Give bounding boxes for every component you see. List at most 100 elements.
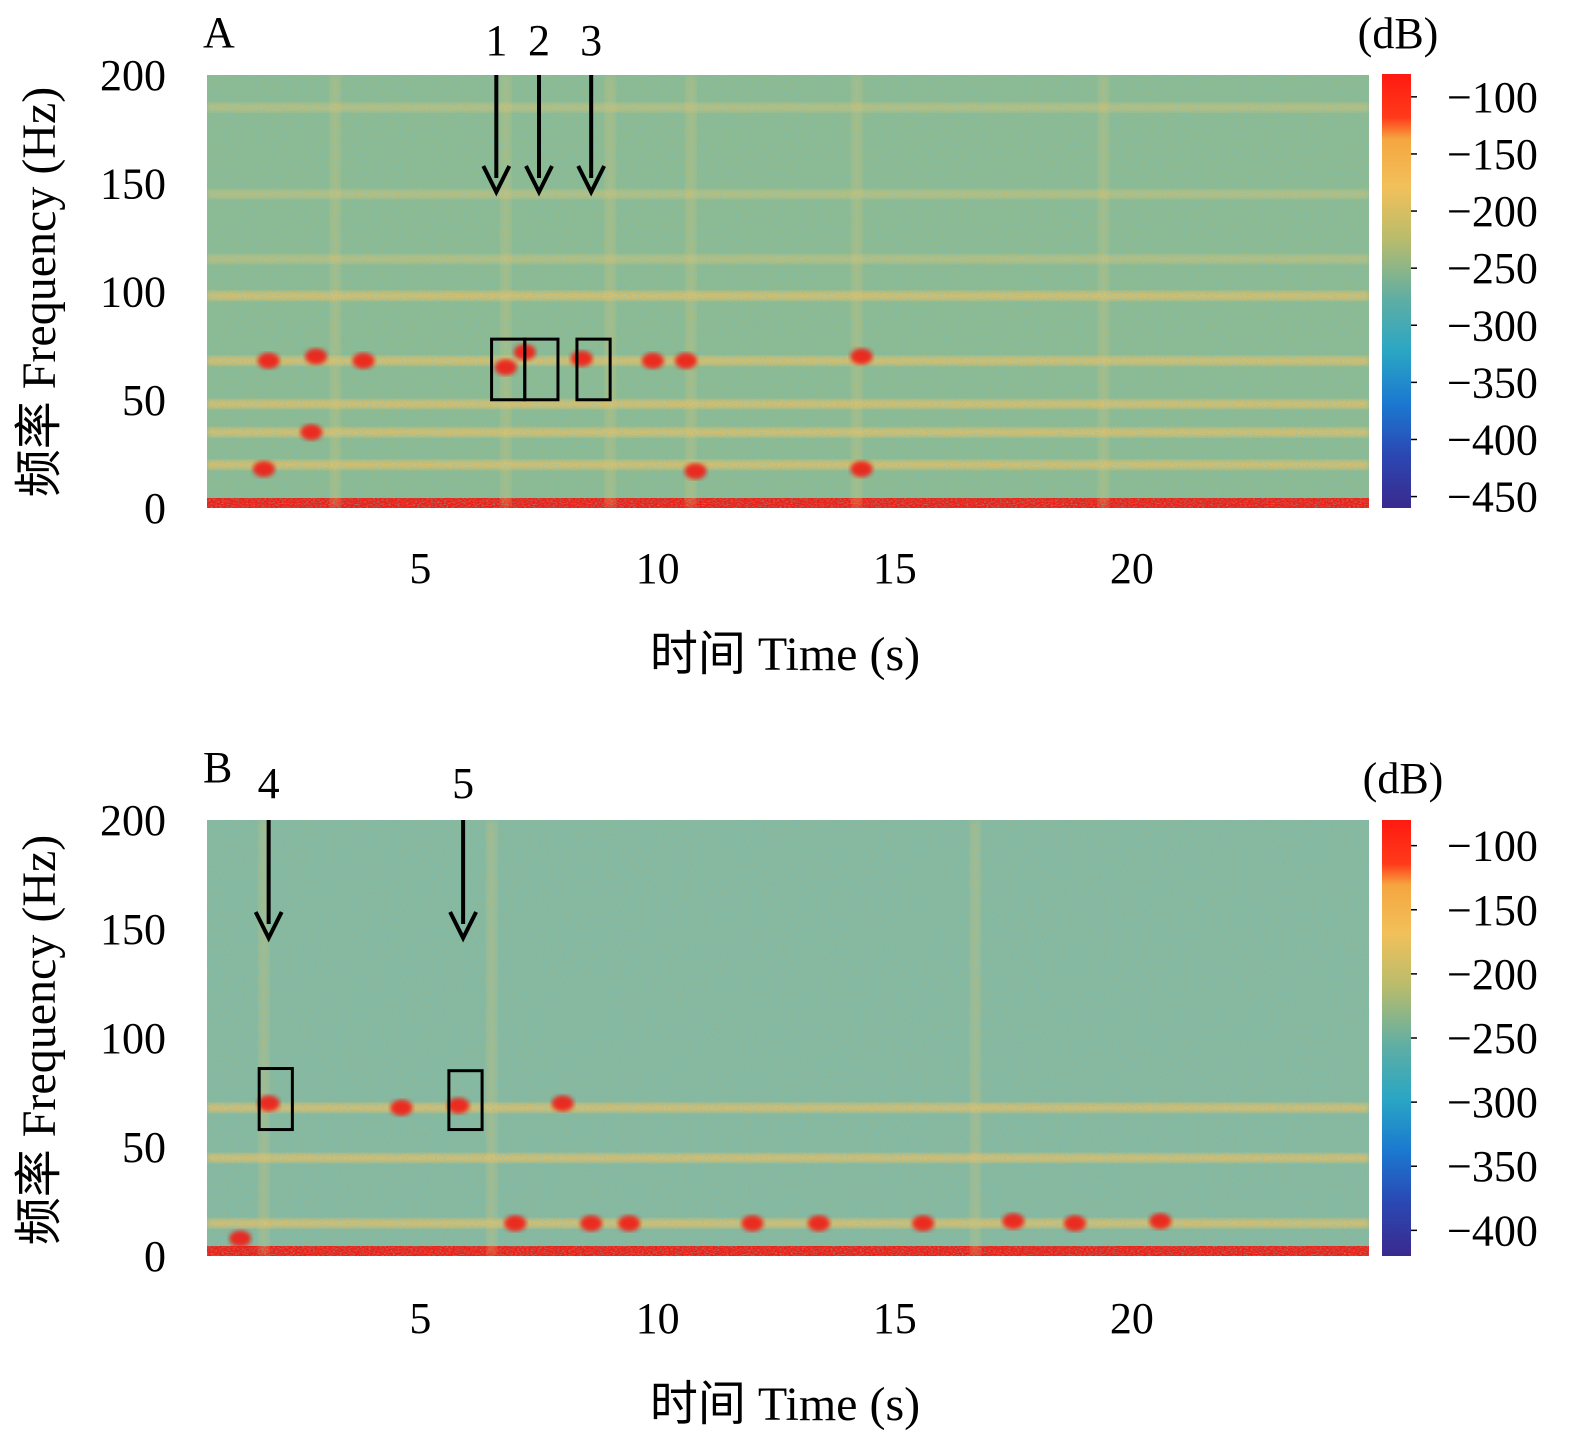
arrow-label: 3 [580,16,602,65]
energy-event [300,424,323,441]
panel-a-label: A [203,8,235,57]
energy-event [684,463,707,480]
energy-event [741,1215,764,1232]
x-tick-label: 10 [636,1294,680,1343]
x-tick-label: 5 [409,1294,431,1343]
energy-event [807,1215,830,1232]
colorbar-tick-label: −100 [1447,73,1538,122]
annotation-arrow: 3 [576,16,606,197]
annotation-arrow: 1 [481,16,512,197]
x-tick-label: 20 [1110,1294,1154,1343]
panel-b-x-title: 时间 Time (s) [650,1378,920,1431]
energy-event [618,1215,641,1232]
energy-event [912,1215,935,1232]
y-tick-label: 100 [100,268,166,317]
energy-event [447,1097,470,1114]
arrow-label: 5 [452,759,474,808]
x-tick-label: 20 [1110,544,1154,593]
y-tick-label: 200 [100,796,166,845]
panel-b-noise [207,820,1369,1256]
energy-event [257,1095,280,1112]
colorbar-tick-label: −100 [1447,822,1538,871]
annotation-arrow: 4 [253,759,284,943]
energy-event [229,1230,252,1247]
energy-event [675,352,698,369]
y-tick-label: 0 [144,1232,166,1281]
arrow-head [481,165,512,197]
panel-a-noise [207,75,1369,508]
x-tick-label: 15 [873,1294,917,1343]
energy-event [504,1215,527,1232]
colorbar-tick-label: −450 [1447,473,1538,522]
energy-event [352,352,375,369]
annotation-box [257,1067,294,1132]
panel-a-y-ticks: 0 50 100 150 200 [100,51,166,533]
panel-b-y-ticks: 0 50 100 150 200 [100,796,166,1281]
annotation-box [447,1069,484,1132]
y-tick-label: 0 [144,484,166,533]
arrow-head [253,911,284,943]
colorbar-tick-label: −250 [1447,1014,1538,1063]
x-tick-label: 15 [873,544,917,593]
annotation-arrow: 2 [524,16,554,197]
panel-b-events [229,1095,1172,1247]
colorbar-tick-label: −350 [1447,358,1538,407]
colorbar-tick-label: −150 [1447,130,1538,179]
panel-b-y-title: 频率 Frequency (Hz) [13,835,66,1246]
energy-event [252,461,275,478]
arrow-head [448,911,478,943]
colorbar-tick-label: −300 [1447,1078,1538,1127]
panel-b-colorbar-unit: (dB) [1363,754,1444,803]
y-tick-label: 150 [100,159,166,208]
colorbar-tick-label: −400 [1447,415,1538,464]
arrow-head [576,165,606,197]
colorbar-tick-label: −200 [1447,950,1538,999]
panel-a-x-ticks: 5 10 15 20 [409,544,1153,593]
energy-event [1149,1213,1172,1230]
arrow-label: 2 [528,16,550,65]
energy-event [257,352,280,369]
energy-event [570,350,593,367]
annotation-arrow: 5 [448,759,478,943]
colorbar-tick-label: −150 [1447,886,1538,935]
energy-event [850,348,873,365]
y-tick-label: 100 [100,1014,166,1063]
energy-event [1002,1213,1025,1230]
panel-b-boxes [257,1067,484,1132]
arrow-label: 1 [485,16,507,65]
panel-a-colorbar-ticks: −100 −150 −200 −250 −300 −350 −400 −450 [1411,73,1538,522]
colorbar-tick-label: −200 [1447,187,1538,236]
panel-b-x-ticks: 5 10 15 20 [409,1294,1153,1343]
colorbar-tick-label: −350 [1447,1142,1538,1191]
panel-a-colorbar-unit: (dB) [1358,9,1439,58]
y-tick-label: 50 [122,376,166,425]
energy-event [850,461,873,478]
arrow-head [524,165,554,197]
panel-b-colorbar-ticks: −100 −150 −200 −250 −300 −350 −400 [1411,822,1538,1255]
arrow-label: 4 [258,759,280,808]
energy-event [305,348,328,365]
panel-a-x-title: 时间 Time (s) [650,628,920,681]
annotation-box [575,337,612,402]
energy-event [390,1099,413,1116]
panel-b-colorbar [1382,820,1411,1256]
colorbar-tick-label: −400 [1447,1206,1538,1255]
y-tick-label: 200 [100,51,166,100]
annotation-box [523,337,560,402]
panel-a-colorbar [1382,74,1411,508]
colorbar-tick-label: −300 [1447,301,1538,350]
energy-event [580,1215,603,1232]
colorbar-tick-label: −250 [1447,244,1538,293]
x-tick-label: 10 [636,544,680,593]
panel-a-boxes [490,337,612,402]
energy-event [494,359,517,376]
energy-event [551,1095,574,1112]
panel-a-events [252,344,873,480]
panel-b-label: B [203,743,232,792]
x-tick-label: 5 [409,544,431,593]
